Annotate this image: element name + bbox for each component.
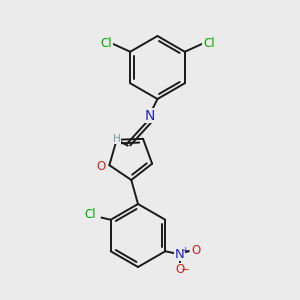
Text: +: + (181, 246, 188, 255)
Text: O: O (191, 244, 200, 256)
Text: −: − (181, 265, 190, 275)
Text: Cl: Cl (100, 37, 112, 50)
Text: H: H (113, 134, 121, 144)
Text: Cl: Cl (85, 208, 96, 221)
Text: Cl: Cl (203, 37, 214, 50)
Text: O: O (96, 160, 106, 173)
Text: N: N (145, 109, 155, 122)
Text: O: O (175, 263, 184, 276)
Text: N: N (175, 248, 184, 261)
